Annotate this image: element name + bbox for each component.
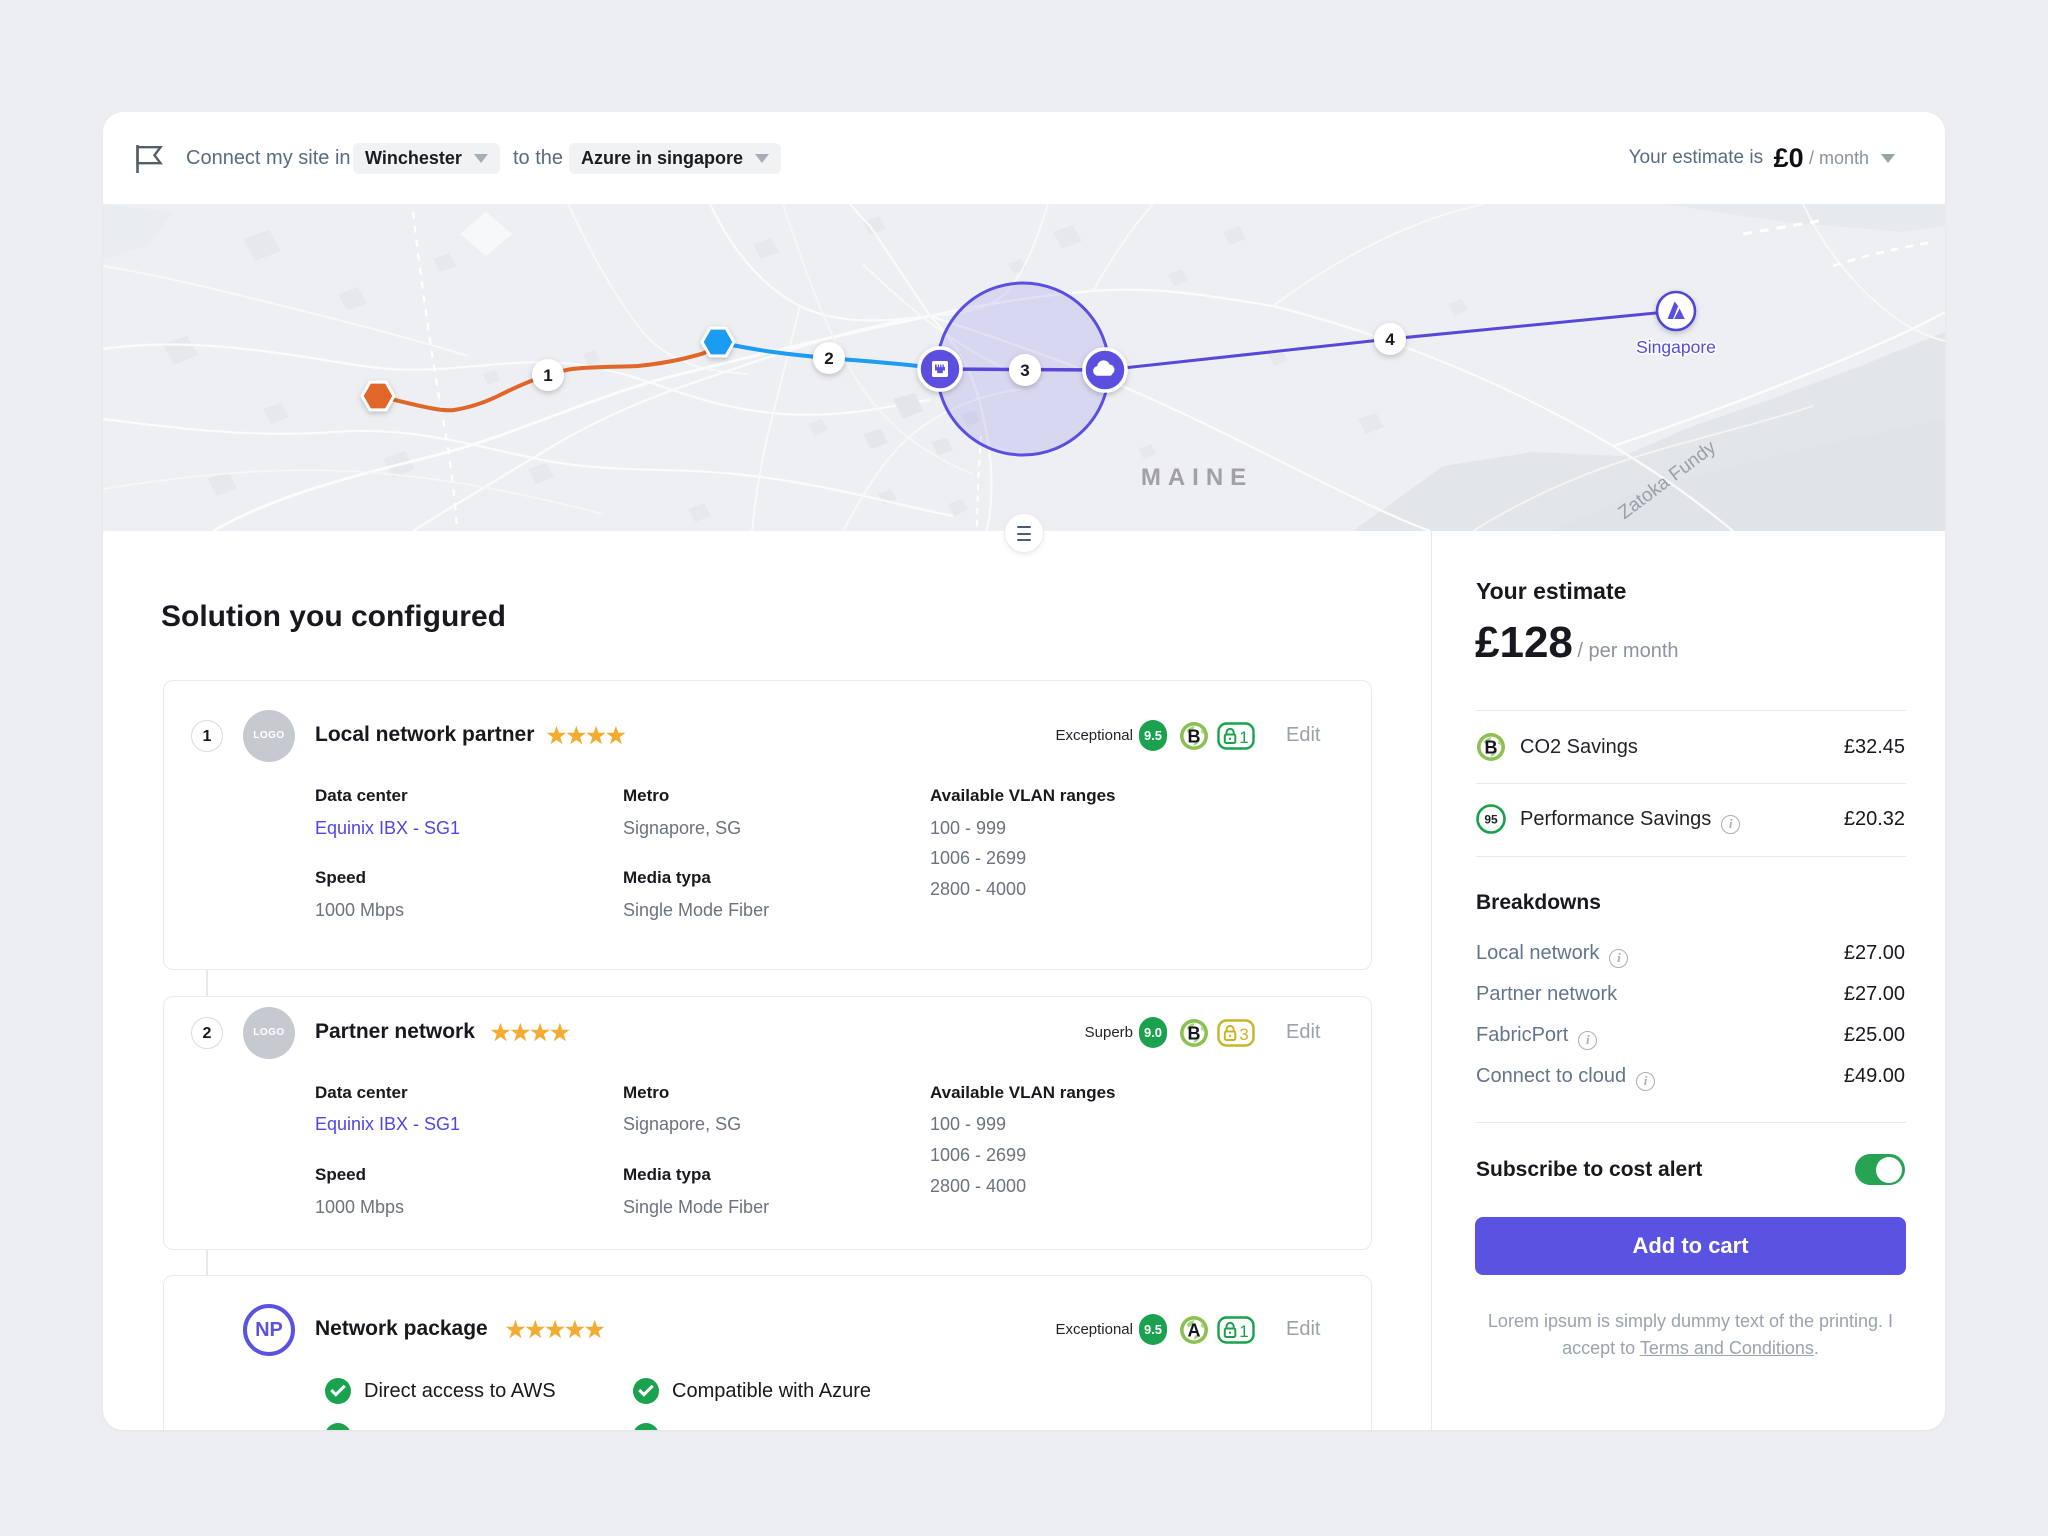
svg-text:1: 1	[543, 366, 552, 385]
svg-text:1: 1	[1239, 728, 1248, 747]
svg-text:B: B	[1485, 738, 1498, 758]
svg-text:1: 1	[1239, 1322, 1248, 1341]
svg-text:3: 3	[1239, 1025, 1248, 1044]
svg-text:Singapore: Singapore	[1636, 337, 1716, 357]
svg-text:3: 3	[1020, 361, 1029, 380]
svg-text:4: 4	[1385, 330, 1395, 349]
svg-text:95: 95	[1484, 813, 1498, 827]
svg-text:B: B	[1188, 1024, 1201, 1044]
svg-text:2: 2	[824, 349, 833, 368]
svg-text:A: A	[1188, 1321, 1201, 1341]
svg-text:B: B	[1188, 727, 1201, 747]
svg-text:MAINE: MAINE	[1141, 464, 1253, 491]
